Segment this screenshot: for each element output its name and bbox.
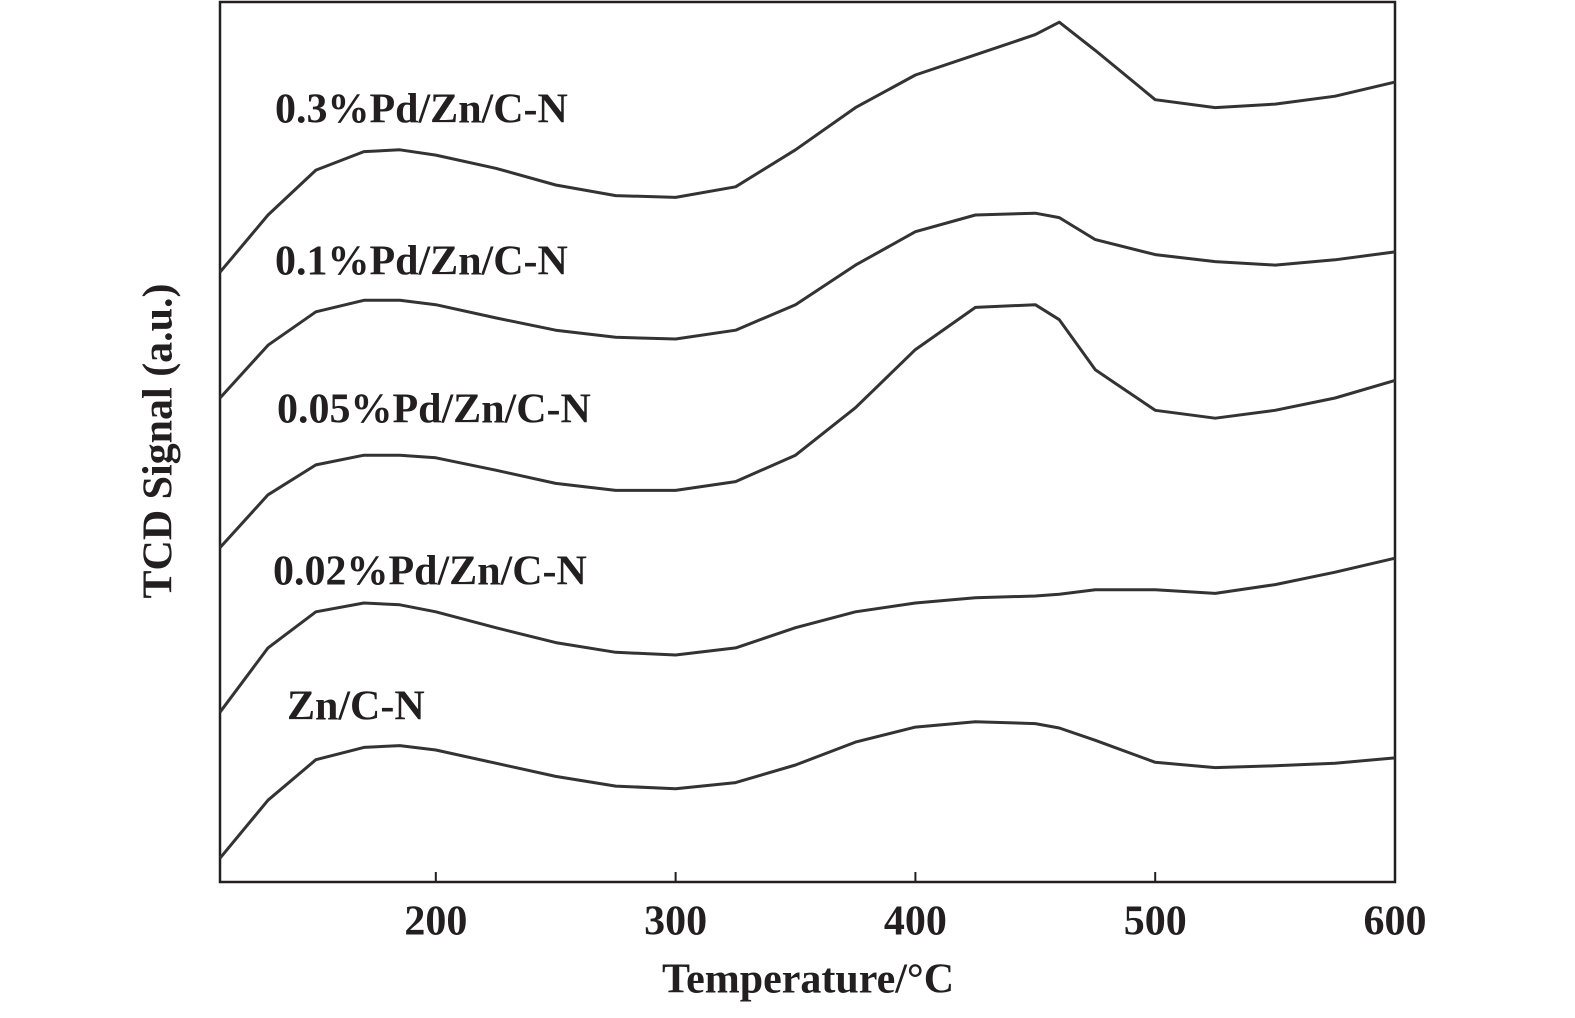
series-label: 0.05%Pd/Zn/C-N xyxy=(277,387,591,433)
series-line xyxy=(218,211,1396,400)
x-tick-label: 500 xyxy=(1124,899,1187,945)
series-label: 0.02%Pd/Zn/C-N xyxy=(273,549,587,595)
x-tick-label: 400 xyxy=(884,899,947,945)
x-tick-label: 200 xyxy=(404,899,467,945)
series-label: Zn/C-N xyxy=(287,684,425,730)
x-tick-label: 300 xyxy=(644,899,707,945)
series-label: 0.1%Pd/Zn/C-N xyxy=(275,239,568,285)
series-label: 0.3%Pd/Zn/C-N xyxy=(275,87,568,133)
series-line xyxy=(218,303,1396,549)
series-line xyxy=(218,556,1396,714)
y-axis-title: TCD Signal (a.u.) xyxy=(136,283,182,598)
x-tick-label: 600 xyxy=(1364,899,1427,945)
series-line xyxy=(218,20,1396,274)
x-axis-title: Temperature/°C xyxy=(662,957,954,1003)
series-line xyxy=(218,720,1396,860)
plot-frame xyxy=(218,0,1397,884)
